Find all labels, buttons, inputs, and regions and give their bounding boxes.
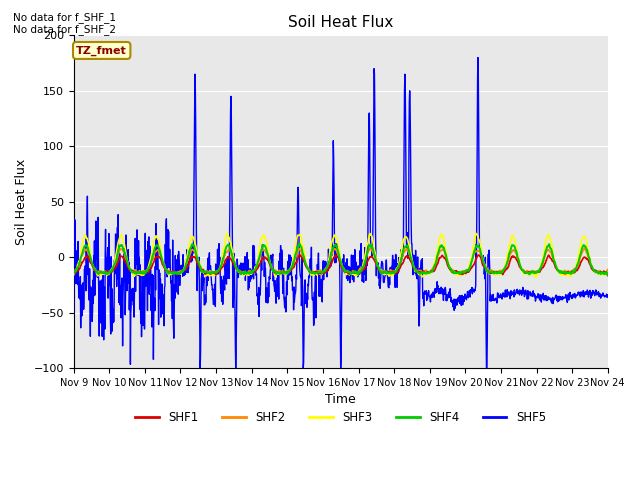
Text: TZ_fmet: TZ_fmet — [76, 45, 127, 56]
Text: No data for f_SHF_2: No data for f_SHF_2 — [13, 24, 116, 35]
Title: Soil Heat Flux: Soil Heat Flux — [288, 15, 394, 30]
X-axis label: Time: Time — [325, 394, 356, 407]
Y-axis label: Soil Heat Flux: Soil Heat Flux — [15, 158, 28, 245]
Text: No data for f_SHF_1: No data for f_SHF_1 — [13, 12, 116, 23]
Legend: SHF1, SHF2, SHF3, SHF4, SHF5: SHF1, SHF2, SHF3, SHF4, SHF5 — [131, 407, 551, 429]
